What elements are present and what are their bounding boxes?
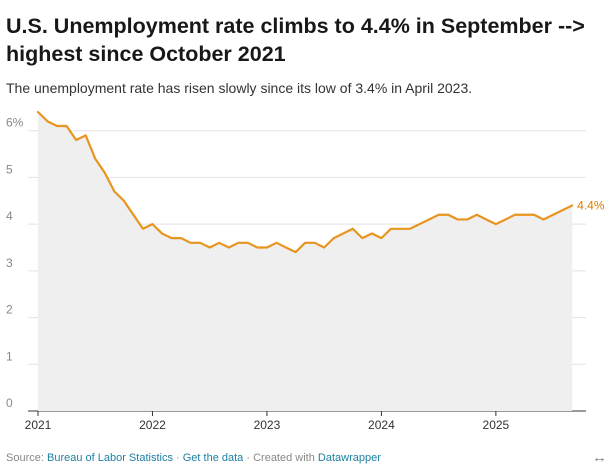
data-point-2024-04[interactable] — [407, 226, 413, 232]
x-tick-label: 2024 — [368, 418, 395, 432]
x-tick-label: 2021 — [25, 418, 52, 432]
data-point-2022-04[interactable] — [178, 235, 184, 241]
data-point-2023-07[interactable] — [321, 244, 327, 250]
data-point-2024-08[interactable] — [445, 212, 451, 218]
y-tick-label: 5 — [6, 162, 13, 176]
data-point-2021-06[interactable] — [83, 132, 89, 138]
data-point-2023-09[interactable] — [340, 230, 346, 236]
data-point-2024-01[interactable] — [378, 235, 384, 241]
x-tick-label: 2025 — [483, 418, 510, 432]
data-point-2024-07[interactable] — [436, 212, 442, 218]
data-point-2022-12[interactable] — [254, 244, 260, 250]
data-point-2023-02[interactable] — [273, 240, 279, 246]
data-point-2022-05[interactable] — [188, 240, 194, 246]
data-point-2021-11[interactable] — [130, 212, 136, 218]
source-link[interactable]: Bureau of Labor Statistics — [46, 452, 173, 464]
data-point-2025-03[interactable] — [512, 212, 518, 218]
get-data-link[interactable]: Get the data — [182, 452, 244, 464]
y-tick-label: 1 — [6, 349, 13, 363]
data-point-2024-03[interactable] — [397, 226, 403, 232]
data-point-2023-05[interactable] — [302, 240, 308, 246]
y-tick-label: 6% — [6, 116, 24, 130]
data-point-2025-05[interactable] — [531, 212, 537, 218]
x-tick-label: 2022 — [139, 418, 166, 432]
chart-subtitle: The unemployment rate has risen slowly s… — [6, 80, 473, 96]
datawrapper-link[interactable]: Datawrapper — [317, 452, 381, 464]
expand-icon[interactable]: ↔ — [592, 449, 607, 466]
data-point-2022-07[interactable] — [207, 244, 213, 250]
y-tick-label: 3 — [6, 256, 13, 270]
data-point-2021-01[interactable] — [35, 109, 41, 115]
data-point-2025-07[interactable] — [550, 212, 556, 218]
data-point-2025-06[interactable] — [541, 216, 547, 222]
footer-separator: · — [176, 452, 180, 464]
y-tick-label: 2 — [6, 303, 13, 317]
data-point-2023-10[interactable] — [350, 226, 356, 232]
x-axis-ticks: 2021 2022 2023 2024 2025 — [25, 411, 510, 432]
footer-separator: · — [246, 452, 251, 464]
end-value-label: 4.4% — [577, 198, 605, 212]
data-point-2022-06[interactable] — [197, 240, 203, 246]
data-point-2024-09[interactable] — [455, 216, 461, 222]
data-point-2021-09[interactable] — [111, 188, 117, 194]
data-point-2021-05[interactable] — [73, 137, 79, 143]
area-fill — [38, 112, 573, 411]
data-point-2022-01[interactable] — [149, 221, 155, 227]
x-tick-label: 2023 — [254, 418, 281, 432]
chart-title: U.S. Unemployment rate climbs to 4.4% in… — [6, 14, 585, 66]
data-point-2025-08[interactable] — [560, 207, 566, 213]
data-point-2025-02[interactable] — [502, 216, 508, 222]
data-point-2024-06[interactable] — [426, 216, 432, 222]
data-point-2024-12[interactable] — [483, 216, 489, 222]
data-point-2022-08[interactable] — [216, 240, 222, 246]
data-point-2023-01[interactable] — [264, 244, 270, 250]
data-point-2023-08[interactable] — [331, 235, 337, 241]
data-point-2021-10[interactable] — [121, 198, 127, 204]
data-point-2023-12[interactable] — [369, 230, 375, 236]
series-line — [36, 110, 574, 254]
data-point-2021-02[interactable] — [45, 118, 51, 124]
data-point-2021-07[interactable] — [92, 156, 98, 162]
created-with-text: Created with — [253, 452, 315, 464]
data-point-2025-09[interactable] — [569, 202, 575, 208]
data-point-2024-02[interactable] — [388, 226, 394, 232]
data-point-2023-04[interactable] — [293, 249, 299, 255]
data-point-2022-02[interactable] — [159, 230, 165, 236]
data-point-2021-03[interactable] — [54, 123, 60, 129]
data-point-2022-11[interactable] — [245, 240, 251, 246]
data-point-2023-06[interactable] — [312, 240, 318, 246]
data-point-2024-10[interactable] — [464, 216, 470, 222]
data-point-2024-11[interactable] — [474, 212, 480, 218]
source-prefix: Source: — [6, 452, 44, 464]
data-point-2025-04[interactable] — [521, 212, 527, 218]
data-point-2023-11[interactable] — [359, 235, 365, 241]
y-axis-ticks: 0 1 2 3 4 5 6% — [6, 116, 24, 410]
footer: Source: Bureau of Labor Statistics · Get… — [6, 451, 381, 465]
y-tick-label: 0 — [6, 396, 13, 410]
data-point-2021-12[interactable] — [140, 226, 146, 232]
data-point-2021-08[interactable] — [102, 170, 108, 176]
data-point-2022-10[interactable] — [235, 240, 241, 246]
y-tick-label: 4 — [6, 209, 13, 223]
data-point-2021-04[interactable] — [64, 123, 70, 129]
data-point-2023-03[interactable] — [283, 244, 289, 250]
data-point-2024-05[interactable] — [417, 221, 423, 227]
data-point-2025-01[interactable] — [493, 221, 499, 227]
data-point-2022-09[interactable] — [226, 244, 232, 250]
data-point-2022-03[interactable] — [169, 235, 175, 241]
